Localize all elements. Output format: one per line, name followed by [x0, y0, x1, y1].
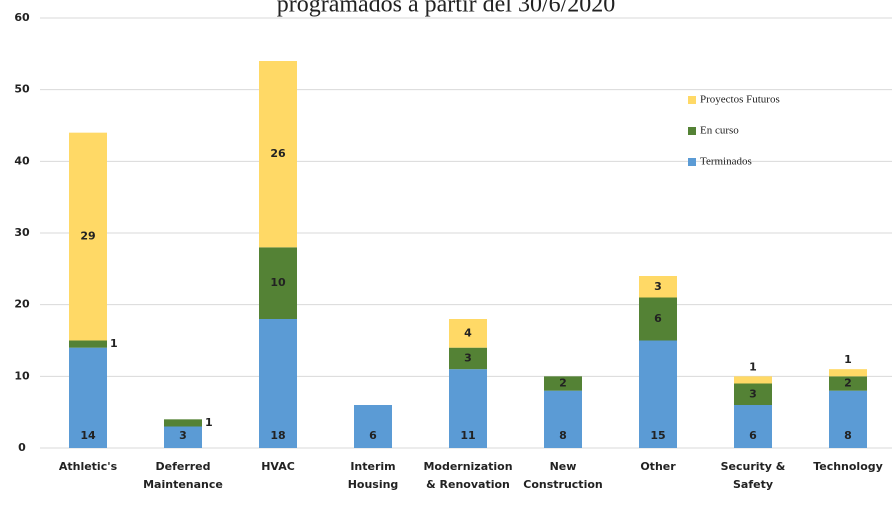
x-tick-line: Construction [523, 478, 602, 491]
bar-segment [734, 383, 772, 405]
data-label: 4 [464, 326, 472, 339]
bar-segment [164, 426, 202, 448]
bar-segment [639, 276, 677, 298]
x-tick-line: Athletic's [59, 460, 118, 473]
bar-segment [639, 340, 677, 448]
x-tick-label: Modernization & Renovation [423, 460, 512, 491]
bar-segment [544, 376, 582, 391]
x-tick-label: HVAC [261, 460, 295, 473]
bar-segment [69, 340, 107, 348]
bar-segment [829, 376, 867, 391]
bar-segment [354, 405, 392, 448]
x-tick-line: Maintenance [143, 478, 223, 491]
chart-title: programados a partir del 30/6/2020 [277, 0, 616, 18]
legend-swatch [688, 158, 696, 166]
data-label: 1 [205, 416, 213, 429]
legend-label: Terminados [700, 156, 752, 168]
x-tick-line: Other [640, 460, 676, 473]
data-label: 3 [179, 429, 187, 442]
data-label: 18 [270, 429, 285, 442]
x-tick-line: Safety [733, 478, 773, 491]
data-label: 26 [270, 147, 286, 160]
data-label: 10 [270, 276, 286, 289]
bar-segment [734, 405, 772, 448]
bar-segment [164, 419, 202, 427]
data-label: 14 [80, 429, 96, 442]
x-tick-label: Athletic's [59, 460, 118, 473]
data-label: 15 [650, 429, 665, 442]
data-label: 1 [844, 353, 852, 366]
x-tick-line: Security & [721, 460, 786, 473]
x-tick-line: Modernization [423, 460, 512, 473]
y-tick-label: 20 [14, 298, 30, 311]
data-label: 1 [110, 337, 118, 350]
x-tick-line: & Renovation [426, 478, 510, 491]
data-label: 29 [80, 230, 95, 243]
data-label: 11 [460, 429, 475, 442]
legend-label: En curso [700, 125, 739, 137]
x-tick-label: Technology [813, 460, 883, 473]
legend-swatch [688, 127, 696, 135]
x-tick-label: Interim Housing [348, 460, 399, 491]
bar-segment [259, 319, 297, 448]
bar-segment [544, 390, 582, 448]
x-tick-label: Other [640, 460, 676, 473]
x-tick-line: Technology [813, 460, 883, 473]
x-tick-label: New Construction [523, 460, 602, 491]
data-label: 3 [464, 351, 472, 364]
bar-segment [829, 390, 867, 448]
y-tick-label: 0 [18, 441, 26, 454]
data-label: 2 [844, 377, 852, 390]
data-label: 1 [749, 360, 757, 373]
bar-segment [259, 247, 297, 319]
x-tick-line: New [550, 460, 577, 473]
bar-segment [69, 347, 107, 448]
x-tick-label: Deferred Maintenance [143, 460, 223, 491]
data-label: 8 [844, 429, 852, 442]
bar-segment [449, 369, 487, 448]
y-tick-label: 10 [14, 369, 30, 382]
x-tick-line: Deferred [155, 460, 210, 473]
bar-segment [734, 376, 772, 384]
x-tick-line: Housing [348, 478, 399, 491]
data-label: 6 [654, 312, 662, 325]
data-label: 3 [749, 387, 757, 400]
bar-segment [449, 347, 487, 370]
legend-label: Proyectos Futuros [700, 94, 780, 106]
x-tick-line: HVAC [261, 460, 295, 473]
x-tick-label: Security & Safety [721, 460, 786, 491]
y-tick-label: 50 [14, 83, 30, 96]
bar-segment [829, 369, 867, 377]
data-label: 8 [559, 429, 567, 442]
bar-segment [259, 61, 297, 248]
data-label: 6 [369, 429, 377, 442]
y-tick-label: 60 [14, 11, 30, 24]
y-tick-label: 30 [14, 226, 30, 239]
bar-segment [449, 319, 487, 348]
data-label: 6 [749, 429, 757, 442]
x-tick-line: Interim [350, 460, 395, 473]
bar-segment [69, 132, 107, 341]
y-tick-label: 40 [14, 154, 30, 167]
data-label: 2 [559, 377, 567, 390]
legend-swatch [688, 96, 696, 104]
bar-segment [639, 297, 677, 341]
data-label: 3 [654, 280, 662, 293]
